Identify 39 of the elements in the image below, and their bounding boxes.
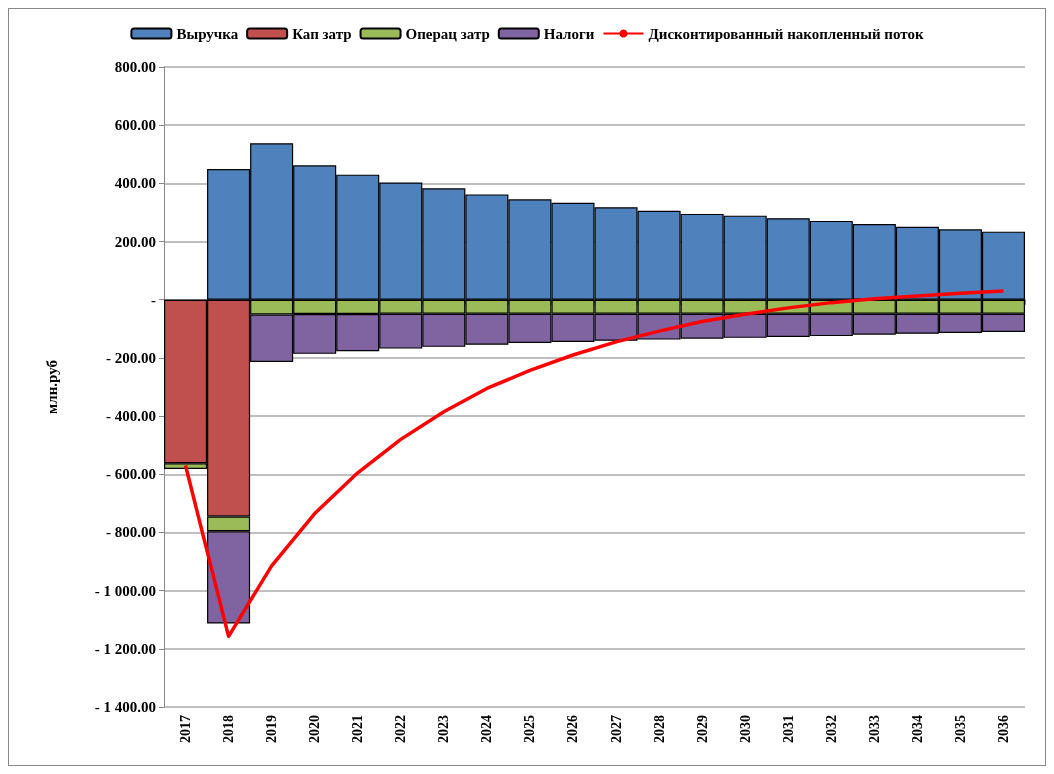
x-tick-label: 2021 <box>350 715 366 743</box>
x-tick-label: 2036 <box>995 715 1011 743</box>
legend-label: Налоги <box>543 25 595 42</box>
x-tick-label: 2030 <box>737 715 753 743</box>
x-tick-label: 2020 <box>307 715 323 743</box>
x-tick-label: 2023 <box>436 715 452 743</box>
x-tick-label: 2033 <box>866 715 882 743</box>
legend-label: Дисконтированный накопленный поток <box>648 25 924 42</box>
y-tick-label: 200.00 <box>114 233 156 250</box>
y-tick-label: 600.00 <box>114 117 156 134</box>
y-tick-label: - 1 200.00 <box>94 640 156 657</box>
y-tick-label: - 200.00 <box>106 349 156 366</box>
x-tick-label: 2032 <box>823 715 839 743</box>
y-tick-label: - 400.00 <box>106 408 156 425</box>
line-series <box>183 289 1006 639</box>
x-tick-label: 2027 <box>608 715 624 743</box>
x-tick-label: 2018 <box>221 715 237 743</box>
legend-label: Кап затр <box>292 25 352 42</box>
x-tick-label: 2035 <box>952 715 968 743</box>
y-tick-label: 800.00 <box>114 59 156 75</box>
y-tick-label: - <box>151 291 156 308</box>
y-tick-label: - 1 000.00 <box>94 582 156 599</box>
x-tick-label: 2025 <box>522 715 538 743</box>
y-tick-label: - 600.00 <box>106 466 156 483</box>
x-tick-label: 2034 <box>909 715 925 743</box>
y-tick-label: - 1 400.00 <box>94 699 156 715</box>
x-tick-label: 2031 <box>780 715 796 743</box>
y-tick-label: - 800.00 <box>106 524 156 541</box>
legend-label: Операц затр <box>405 25 490 42</box>
x-tick-label: 2019 <box>264 715 280 743</box>
x-tick-label: 2022 <box>393 715 409 743</box>
x-tick-label: 2017 <box>178 715 194 743</box>
legend-label: Выручка <box>176 25 239 42</box>
x-tick-label: 2024 <box>479 715 495 743</box>
x-tick-label: 2026 <box>565 715 581 743</box>
y-tick-label: 400.00 <box>114 175 156 192</box>
y-axis-title: млн.руб <box>43 360 60 414</box>
x-tick-label: 2028 <box>651 715 667 743</box>
x-tick-label: 2029 <box>694 715 710 743</box>
